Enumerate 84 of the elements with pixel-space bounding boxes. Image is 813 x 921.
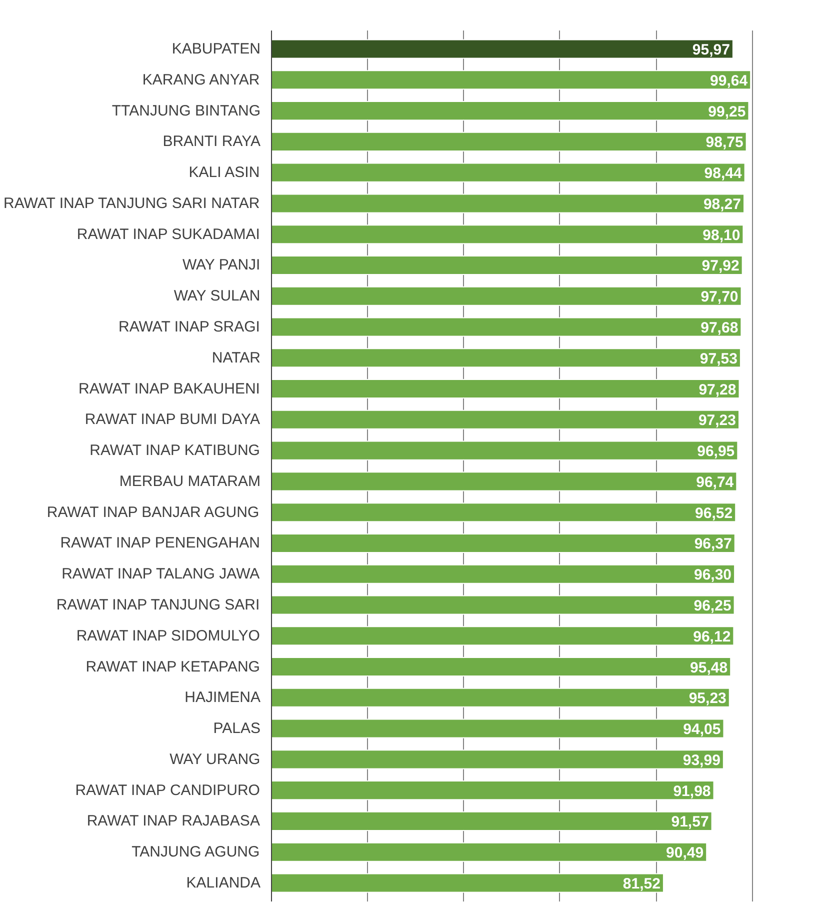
bar [272, 132, 747, 152]
data-label: 95,97 [692, 42, 730, 59]
y-tick-label: HAJIMENA [184, 689, 260, 706]
data-label: 97,68 [700, 320, 738, 337]
y-tick-label: WAY PANJI [182, 256, 260, 274]
data-label: 97,92 [702, 258, 740, 275]
y-tick-label: RAWAT INAP BUMI DAYA [84, 411, 260, 428]
data-label: 96,52 [695, 504, 733, 522]
bar [272, 811, 712, 831]
bar [272, 410, 740, 430]
y-tick-label: KARANG ANYAR [142, 71, 260, 88]
y-tick-label: RAWAT INAP SUKADAMAI [76, 226, 260, 243]
y-tick-label: MERBAU MATARAM [119, 472, 261, 490]
bar [272, 162, 746, 182]
bar [272, 286, 742, 306]
data-label: 96,25 [694, 597, 732, 614]
bar [272, 873, 664, 893]
y-tick-label: NATAR [212, 349, 261, 366]
bar [272, 472, 738, 492]
data-label: 90,49 [666, 844, 704, 862]
data-label: 98,44 [704, 165, 742, 182]
data-label: 99,64 [710, 72, 748, 90]
data-label: 97,23 [698, 412, 736, 430]
data-label: 98,75 [706, 134, 744, 152]
data-label: 97,53 [700, 350, 738, 368]
y-tick-label: RAWAT INAP SRAGI [118, 318, 260, 336]
bar [272, 718, 724, 738]
bar [272, 780, 714, 800]
data-label: 96,30 [694, 566, 732, 584]
data-label: 99,25 [708, 103, 746, 120]
data-label: 95,48 [690, 659, 728, 676]
y-tick-label: WAY SULAN [174, 288, 260, 305]
bar [272, 440, 738, 460]
bar [272, 688, 730, 708]
y-tick-label: RAWAT INAP PENENGAHAN [60, 534, 260, 552]
y-tick-label: WAY URANG [170, 750, 260, 768]
y-tick-label: RAWAT INAP BAKAUHENI [78, 380, 260, 398]
bar [272, 533, 736, 553]
bar [272, 564, 736, 584]
data-label: 97,28 [698, 381, 736, 398]
y-tick-label: RAWAT INAP CANDIPURO [75, 782, 260, 799]
y-tick-label: KALI ASIN [188, 164, 260, 182]
y-tick-label: RAWAT INAP TALANG JAWA [62, 566, 260, 583]
data-label: 94,05 [683, 721, 721, 738]
y-tick-label: PALAS [213, 720, 260, 738]
y-tick-label: RAWAT INAP RAJABASA [86, 812, 260, 830]
y-tick-label: RAWAT INAP KETAPANG [86, 658, 260, 676]
y-tick-label: BRANTI RAYA [162, 133, 261, 150]
bar [272, 502, 736, 522]
bar [272, 750, 724, 770]
y-tick-label: RAWAT INAP BANJAR AGUNG [46, 504, 260, 521]
y-tick-label: TTANJUNG BINTANG [112, 102, 260, 120]
bar [272, 101, 750, 121]
y-tick-label: RAWAT INAP TANJUNG SARI [56, 596, 260, 614]
data-label: 96,74 [696, 474, 734, 491]
bar [272, 348, 741, 368]
data-label: 96,95 [697, 443, 735, 460]
y-tick-label: TANJUNG AGUNG [132, 844, 260, 861]
data-label: 96,12 [693, 628, 731, 646]
data-label: 98,10 [702, 226, 740, 244]
data-label: 96,37 [694, 536, 732, 553]
bar [272, 39, 734, 59]
y-tick-label: RAWAT INAP TANJUNG SARI NATAR [4, 194, 260, 212]
bar [272, 255, 743, 276]
data-label: 95,23 [688, 690, 726, 708]
data-label: 91,98 [673, 782, 711, 800]
data-label: 81,52 [622, 875, 660, 892]
data-label: 93,99 [682, 752, 720, 769]
bar [272, 317, 742, 337]
bar [272, 194, 745, 214]
bar [272, 656, 732, 677]
data-label: 98,27 [703, 196, 742, 213]
bar [272, 70, 752, 90]
y-tick-label: RAWAT INAP KATIBUNG [90, 442, 260, 460]
y-tick-label: RAWAT INAP SIDOMULYO [76, 627, 260, 644]
bar [272, 626, 734, 646]
bar [272, 379, 740, 399]
bar [272, 595, 735, 615]
bar [272, 842, 708, 862]
data-label: 91,57 [671, 814, 709, 831]
y-tick-label: KABUPATEN [172, 40, 261, 58]
data-label: 97,70 [700, 288, 738, 306]
y-tick-label: KALIANDA [186, 874, 261, 892]
bar [272, 224, 744, 244]
